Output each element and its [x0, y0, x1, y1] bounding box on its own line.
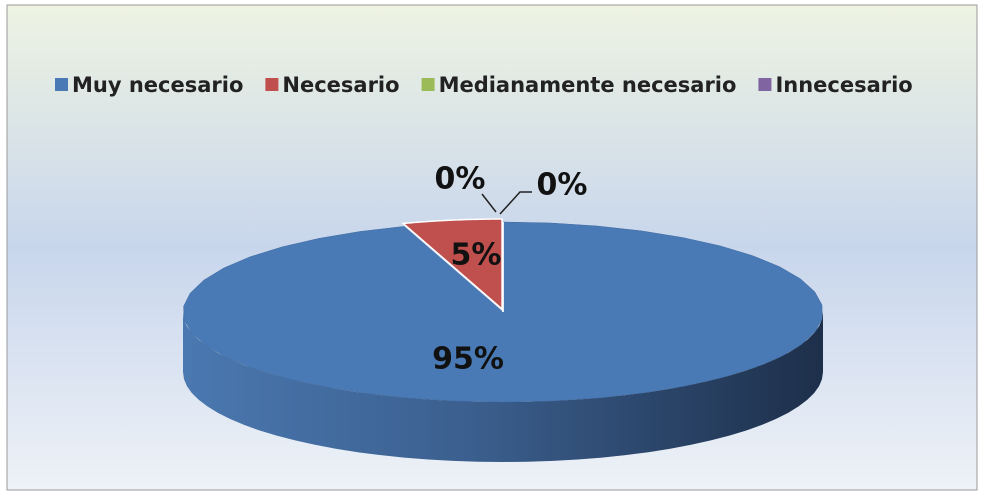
legend-label: Muy necesario [72, 73, 243, 97]
legend-label: Medianamente necesario [439, 73, 737, 97]
data-label: 0% [435, 162, 486, 197]
leader-line [499, 191, 532, 215]
legend-swatch [758, 78, 772, 91]
data-label: 5% [451, 238, 502, 273]
data-label: 0% [537, 168, 588, 203]
slice-side [183, 312, 823, 462]
legend-swatch [421, 78, 435, 91]
legend-label: Innecesario [775, 73, 912, 97]
leader-line [481, 193, 497, 213]
legend-swatch [55, 78, 68, 91]
data-label: 95% [432, 342, 504, 377]
slice [401, 218, 503, 311]
legend-swatch [265, 78, 279, 91]
legend-label: Necesario [282, 73, 399, 97]
